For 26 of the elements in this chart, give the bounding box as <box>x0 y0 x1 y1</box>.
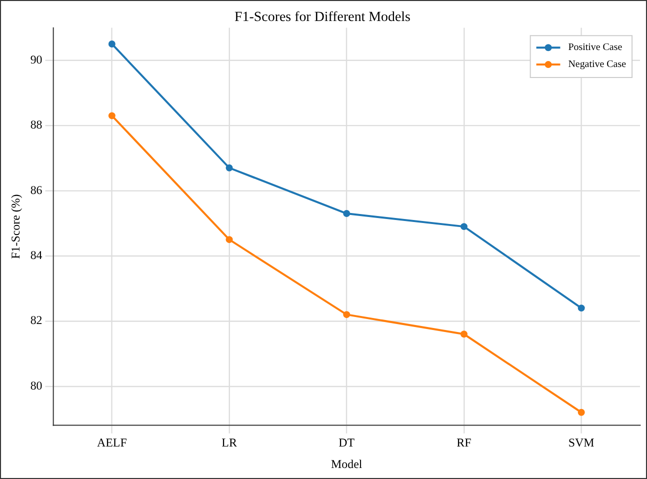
y-tick-label: 86 <box>30 182 42 197</box>
y-tick-label: 84 <box>30 248 42 262</box>
chart-title: F1-Scores for Different Models <box>234 10 410 25</box>
legend-label: Negative Case <box>568 59 627 70</box>
y-tick-label: 88 <box>30 118 42 132</box>
y-axis-title: F1-Score (%) <box>8 194 22 259</box>
y-tick-label: 80 <box>30 378 42 392</box>
legend-label: Positive Case <box>568 42 623 54</box>
x-tick-label: RF <box>456 436 472 450</box>
point <box>343 210 350 217</box>
x-tick-label: LR <box>222 436 237 450</box>
point <box>226 236 233 244</box>
point <box>343 311 350 318</box>
point <box>460 330 468 338</box>
point <box>578 408 585 416</box>
point <box>578 304 585 312</box>
point <box>108 40 116 48</box>
x-axis-title: Model <box>331 457 363 471</box>
x-tick-label: DT <box>338 436 356 450</box>
point <box>226 164 233 172</box>
x-tick-label: SVM <box>568 436 595 450</box>
y-tick-label: 90 <box>30 52 42 66</box>
point <box>460 223 468 230</box>
y-tick-label: 82 <box>30 313 42 328</box>
x-tick-label: AELF <box>96 436 128 450</box>
point <box>108 112 116 120</box>
